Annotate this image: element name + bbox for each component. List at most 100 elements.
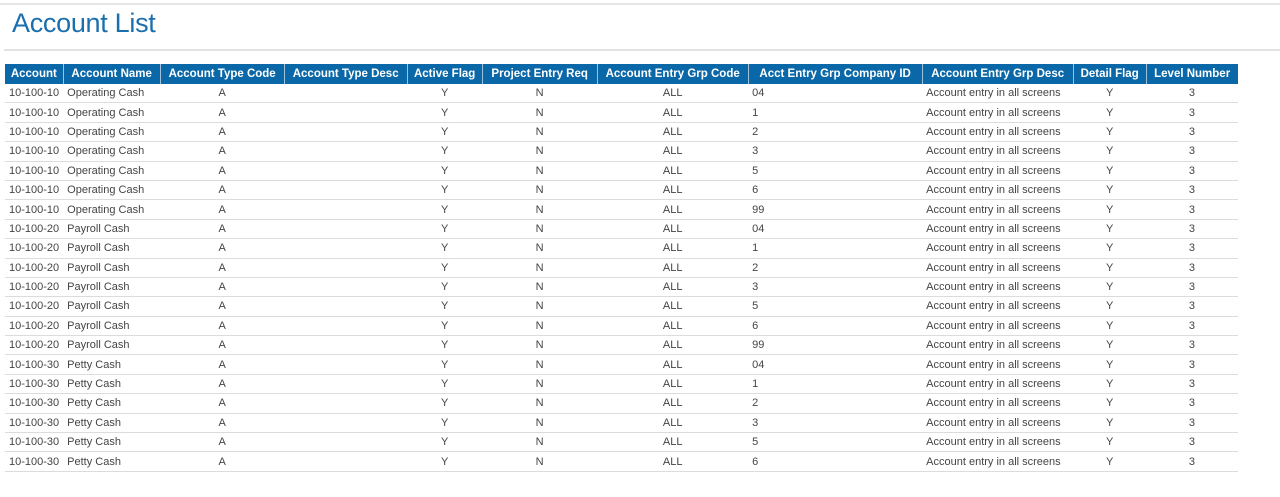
table-cell: 10-100-30 (5, 413, 64, 434)
table-cell (284, 296, 408, 317)
column-header[interactable]: Acct Entry Grp Company ID (747, 64, 923, 84)
table-cell: ALL (597, 277, 749, 298)
column-header[interactable]: Account Type Code (159, 64, 285, 84)
table-cell (284, 141, 408, 162)
table-cell: 10-100-10 (5, 180, 64, 201)
table-cell: 3 (1146, 258, 1238, 278)
table-row[interactable]: 10-100-30 Petty Cash A Y N ALL 1 Account entry … (5, 374, 1238, 395)
table-cell: Y (1073, 335, 1147, 356)
table-cell: ALL (597, 451, 749, 472)
column-header[interactable]: Project Entry Req (481, 64, 598, 84)
table-cell (284, 277, 408, 298)
table-cell (284, 354, 408, 375)
table-cell: ALL (597, 374, 749, 395)
table-cell: N (482, 316, 598, 337)
table-row[interactable]: 10-100-10 Operating Cash A Y N ALL 2 Account en… (5, 122, 1238, 143)
table-cell: Petty Cash (63, 432, 161, 453)
table-cell: N (482, 238, 598, 259)
column-header[interactable]: Account Type Desc (283, 64, 408, 84)
table-cell: Account entry in all screens (922, 316, 1074, 337)
table-cell: N (482, 84, 598, 104)
table-cell: 2 (748, 122, 923, 143)
table-cell: Account entry in all screens (922, 161, 1074, 181)
table-cell: A (160, 432, 285, 453)
table-cell: Operating Cash (63, 102, 161, 123)
table-cell: Account entry in all screens (922, 141, 1074, 162)
table-cell: 3 (748, 413, 923, 434)
table-cell: Payroll Cash (63, 238, 161, 259)
table-row[interactable]: 10-100-20 Payroll Cash A Y N ALL 2 Account entr… (5, 258, 1238, 278)
table-row[interactable]: 10-100-20 Payroll Cash A Y N ALL 6 Account entr… (5, 316, 1238, 337)
table-cell: 10-100-30 (5, 374, 64, 395)
table-cell: A (160, 258, 285, 278)
table-cell: 3 (1146, 161, 1238, 181)
table-cell: Petty Cash (63, 354, 161, 375)
table-cell: ALL (597, 335, 749, 356)
table-row[interactable]: 10-100-30 Petty Cash A Y N ALL 5 Account entry … (5, 432, 1238, 453)
table-cell: Y (1073, 296, 1147, 317)
table-cell: 10-100-30 (5, 354, 64, 375)
table-row[interactable]: 10-100-10 Operating Cash A Y N ALL 1 Account en… (5, 102, 1238, 123)
table-cell: Y (407, 102, 483, 123)
table-cell (284, 84, 408, 104)
table-row[interactable]: 10-100-30 Petty Cash A Y N ALL 2 Account entry … (5, 393, 1238, 414)
table-cell: Y (407, 374, 483, 395)
table-cell: 10-100-10 (5, 199, 64, 220)
column-header[interactable]: Account Entry Grp Desc (921, 64, 1074, 84)
table-row[interactable]: 10-100-10 Operating Cash A Y N ALL 3 Account en… (5, 141, 1238, 162)
table-cell: Operating Cash (63, 199, 161, 220)
column-header[interactable]: Active Flag (406, 64, 483, 84)
table-row[interactable]: 10-100-20 Payroll Cash A Y N ALL 5 Account entr… (5, 296, 1238, 317)
table-cell: Y (407, 84, 483, 104)
table-row[interactable]: 10-100-20 Payroll Cash A Y N ALL 99 Account ent… (5, 335, 1238, 356)
table-cell: N (482, 374, 598, 395)
table-cell: 3 (1146, 316, 1238, 337)
table-cell: 10-100-20 (5, 238, 64, 259)
table-cell: Y (1073, 258, 1147, 278)
table-row[interactable]: 10-100-20 Payroll Cash A Y N ALL 04 Account ent… (5, 219, 1238, 240)
table-cell: 3 (748, 277, 923, 298)
table-cell: Y (407, 316, 483, 337)
table-cell: 1 (748, 238, 923, 259)
table-row[interactable]: 10-100-30 Petty Cash A Y N ALL 6 Account entry … (5, 451, 1238, 472)
table-row[interactable]: 10-100-10 Operating Cash A Y N ALL 04 Account e… (5, 84, 1238, 104)
table-cell: A (160, 296, 285, 317)
column-header[interactable]: Account Name (62, 64, 161, 84)
column-header[interactable]: Detail Flag (1072, 64, 1147, 84)
table-row[interactable]: 10-100-20 Payroll Cash A Y N ALL 3 Account entr… (5, 277, 1238, 298)
table-cell: 10-100-10 (5, 122, 64, 143)
table-cell: ALL (597, 161, 749, 181)
table-row[interactable]: 10-100-30 Petty Cash A Y N ALL 3 Account entry … (5, 413, 1238, 434)
table-cell: 10-100-20 (5, 296, 64, 317)
table-cell: Y (407, 277, 483, 298)
table-cell: N (482, 102, 598, 123)
table-cell: Y (1073, 180, 1147, 201)
table-cell: A (160, 161, 285, 181)
table-cell (284, 413, 408, 434)
table-row[interactable]: 10-100-20 Payroll Cash A Y N ALL 1 Account entr… (5, 238, 1238, 259)
table-row[interactable]: 10-100-10 Operating Cash A Y N ALL 5 Account en… (5, 161, 1238, 181)
table-cell: Y (1073, 141, 1147, 162)
column-header[interactable]: Account (5, 64, 64, 84)
table-cell: 2 (748, 393, 923, 414)
table-row[interactable]: 10-100-30 Petty Cash A Y N ALL 04 Account entry… (5, 354, 1238, 375)
table-cell: Account entry in all screens (922, 354, 1074, 375)
table-cell: 5 (748, 432, 923, 453)
table-cell (284, 393, 408, 414)
table-row[interactable]: 10-100-10 Operating Cash A Y N ALL 6 Account en… (5, 180, 1238, 201)
table-cell: Y (1073, 451, 1147, 472)
table-cell: 10-100-20 (5, 277, 64, 298)
table-cell: Petty Cash (63, 413, 161, 434)
table-cell (284, 180, 408, 201)
column-header[interactable]: Level Number (1145, 64, 1238, 84)
table-cell: Y (407, 432, 483, 453)
table-cell: ALL (597, 122, 749, 143)
table-cell: 3 (1146, 84, 1238, 104)
column-header[interactable]: Account Entry Grp Code (596, 64, 749, 84)
title-divider (4, 49, 1280, 51)
table-cell: Account entry in all screens (922, 122, 1074, 143)
table-cell: ALL (597, 258, 749, 278)
table-cell: Y (1073, 84, 1147, 104)
table-row[interactable]: 10-100-10 Operating Cash A Y N ALL 99 Account e… (5, 199, 1238, 220)
table-cell: Petty Cash (63, 374, 161, 395)
